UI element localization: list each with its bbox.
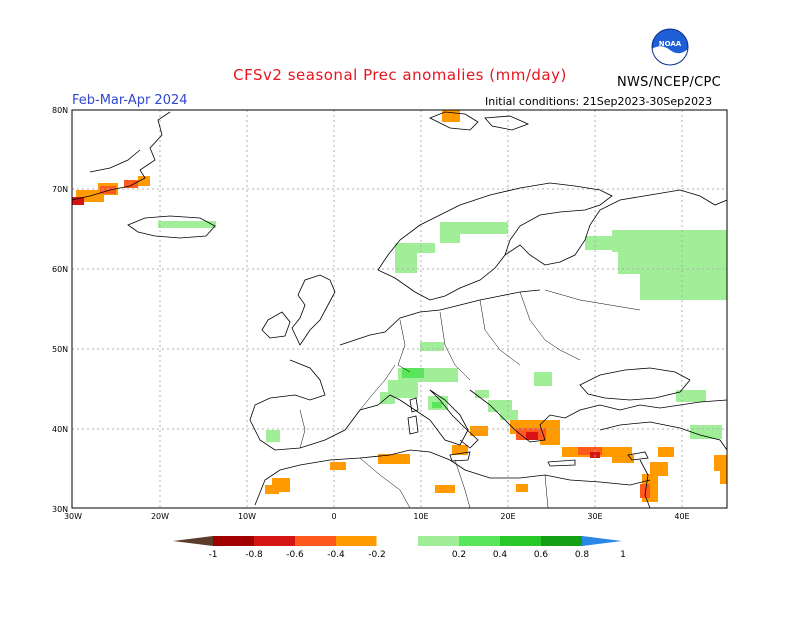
anomaly-shading — [72, 110, 727, 502]
latitude-ticks: 80N 70N 60N 50N 40N 30N — [52, 106, 68, 514]
colorbar-swatch — [376, 535, 419, 547]
noaa-logo: NOAA — [651, 28, 689, 70]
lon-tick-20w: 20W — [151, 512, 169, 521]
lon-tick-10e: 10E — [413, 512, 428, 521]
longitude-ticks: 30W 20W 10W 0 10E 20E 30E 40E — [64, 512, 690, 521]
colorbar-swatch — [295, 536, 336, 546]
lat-tick-70n: 70N — [52, 185, 68, 194]
colorbar-label: -0.2 — [368, 550, 386, 560]
colorbar-swatch — [459, 536, 500, 546]
lon-tick-30e: 30E — [587, 512, 602, 521]
lon-tick-40e: 40E — [674, 512, 689, 521]
colorbar-swatch — [418, 536, 459, 546]
colorbar-swatch — [213, 536, 254, 546]
colorbar-swatch — [336, 536, 377, 546]
lat-tick-40n: 40N — [52, 425, 68, 434]
colorbar-label: -0.4 — [327, 550, 345, 560]
map-title: CFSv2 seasonal Prec anomalies (mm/day) — [233, 66, 567, 84]
colorbar-label: -1 — [209, 550, 218, 560]
colorbar-arrow-high — [582, 536, 622, 546]
lon-tick-10w: 10W — [238, 512, 256, 521]
colorbar-label: 0.2 — [452, 550, 466, 560]
lon-tick-0: 0 — [331, 512, 336, 521]
map-frame — [71, 109, 728, 509]
forecast-map: 80N 70N 60N 50N 40N 30N 30W 20W 10W 0 10… — [52, 106, 728, 560]
colorbar-arrow-low — [173, 536, 213, 546]
colorbar-swatch — [254, 536, 295, 546]
lon-tick-30w: 30W — [64, 512, 82, 521]
lat-tick-80n: 80N — [52, 106, 68, 115]
colorbar-label: 0.4 — [493, 550, 508, 560]
lon-tick-20e: 20E — [500, 512, 515, 521]
colorbar-label: 1 — [620, 550, 626, 560]
colorbar-swatch — [500, 536, 541, 546]
colorbar-label: 0.8 — [575, 550, 590, 560]
lat-tick-30n: 30N — [52, 505, 68, 514]
initial-conditions: Initial conditions: 21Sep2023-30Sep2023 — [485, 95, 713, 108]
lat-tick-50n: 50N — [52, 345, 68, 354]
colorbar-label: -0.8 — [245, 550, 263, 560]
forecast-period: Feb-Mar-Apr 2024 — [72, 93, 188, 108]
graticule — [72, 110, 727, 508]
coastlines — [71, 111, 728, 509]
colorbar: -1 -0.8 -0.6 -0.4 -0.2 0.2 0.4 0.6 0.8 1 — [173, 535, 626, 560]
logo-text: NOAA — [659, 40, 682, 48]
agency-label: NWS/NCEP/CPC — [617, 75, 722, 90]
lat-tick-60n: 60N — [52, 265, 68, 274]
colorbar-swatch — [541, 536, 582, 546]
colorbar-label: 0.6 — [534, 550, 549, 560]
colorbar-label: -0.6 — [286, 550, 304, 560]
